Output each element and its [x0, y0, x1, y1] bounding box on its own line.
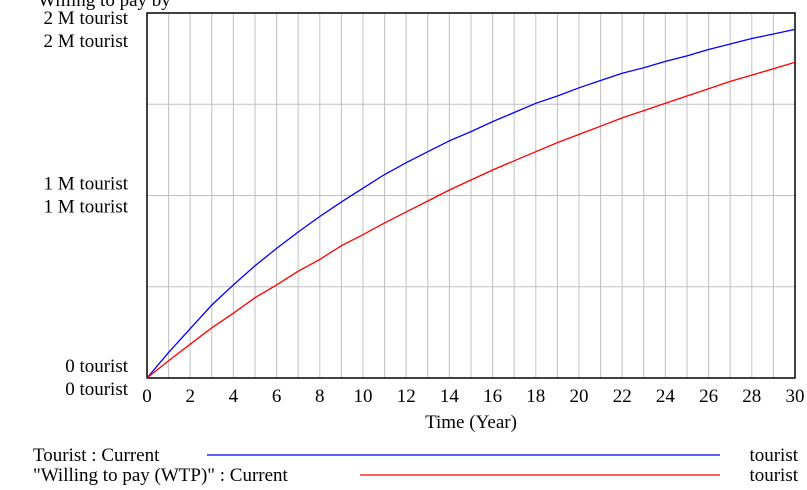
legend-unit-1: tourist — [749, 445, 798, 466]
series-line-1 — [146, 28, 796, 379]
y-tick-label: 2 M tourist — [44, 8, 129, 29]
legend-unit-2: tourist — [749, 465, 798, 486]
y-tick-label: 0 tourist — [65, 379, 129, 400]
x-tick-label: 24 — [656, 386, 676, 407]
x-tick-label: 28 — [742, 386, 761, 407]
series-line-2 — [146, 61, 796, 379]
y-tick-label: 1 M tourist — [44, 197, 129, 218]
x-axis-label: Time (Year) — [425, 412, 517, 433]
x-tick-label: 12 — [397, 386, 416, 407]
x-tick-label: 18 — [526, 386, 545, 407]
legend-label-2: "Willing to pay (WTP)" : Current — [33, 465, 289, 486]
legend-label-1: Tourist : Current — [33, 445, 160, 466]
x-tick-label: 20 — [570, 386, 589, 407]
x-tick-label: 22 — [613, 386, 632, 407]
x-tick-label: 16 — [483, 386, 502, 407]
x-tick-label: 30 — [786, 386, 805, 407]
y-tick-label: 2 M tourist — [44, 31, 129, 52]
x-tick-label: 10 — [354, 386, 373, 407]
chart-title: Willing to pay by — [38, 0, 171, 11]
x-tick-label: 2 — [185, 386, 195, 407]
x-tick-label: 14 — [440, 386, 460, 407]
x-tick-label: 4 — [229, 386, 239, 407]
x-tick-label: 6 — [272, 386, 282, 407]
plot-frame — [146, 12, 796, 379]
x-tick-label: 8 — [315, 386, 325, 407]
x-tick-label: 0 — [142, 386, 152, 407]
y-tick-label: 1 M tourist — [44, 174, 129, 195]
y-tick-label: 0 tourist — [65, 356, 129, 377]
x-tick-label: 26 — [699, 386, 718, 407]
